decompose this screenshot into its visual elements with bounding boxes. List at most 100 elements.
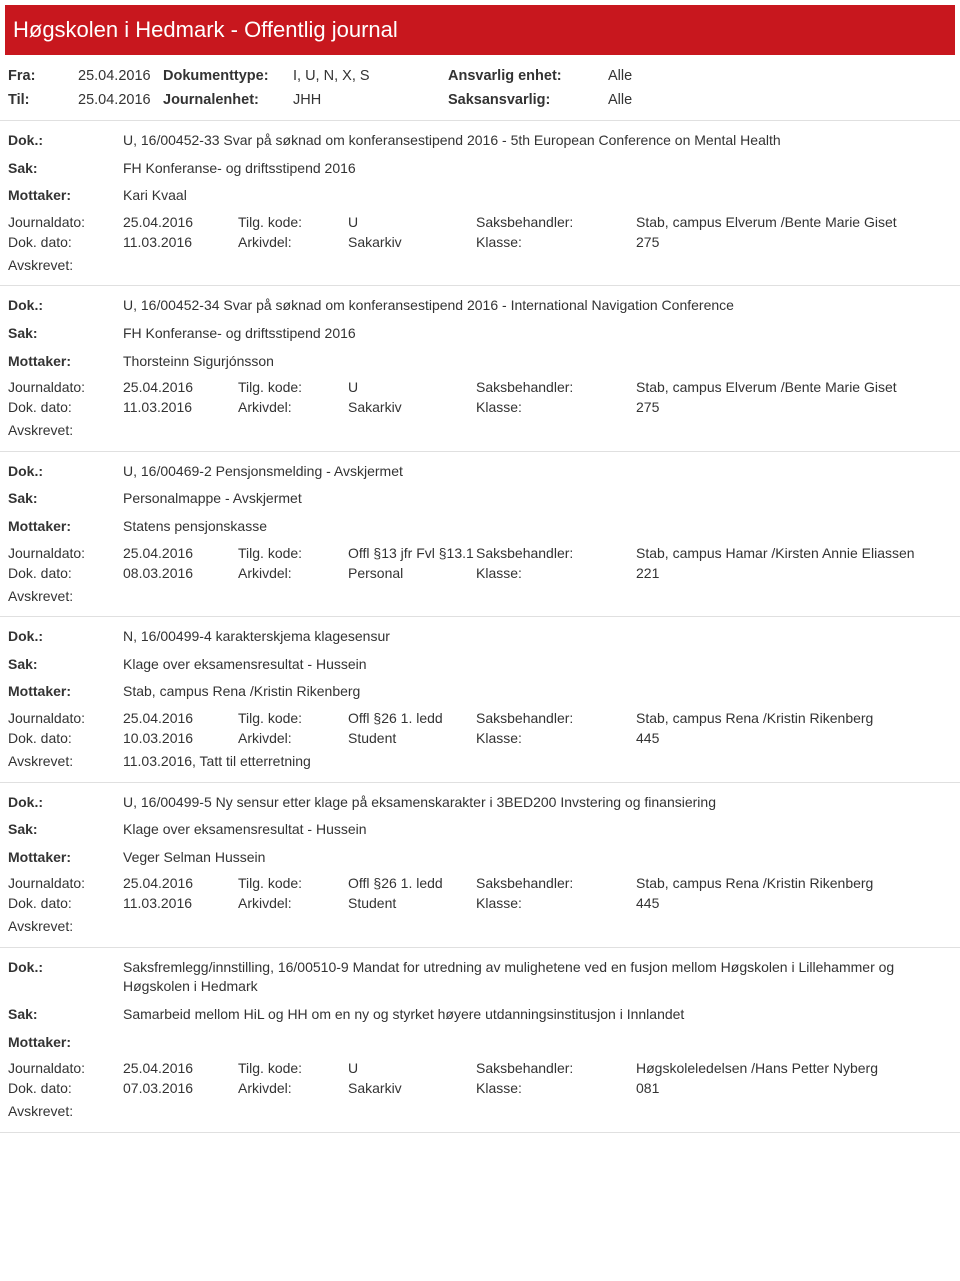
avskrevet-label: Avskrevet: bbox=[8, 421, 123, 441]
journaldato-label: Journaldato: bbox=[8, 875, 123, 891]
doktype-value: I, U, N, X, S bbox=[293, 68, 448, 84]
dokdato-value: 11.03.2016 bbox=[123, 895, 238, 911]
klasse-label: Klasse: bbox=[476, 730, 636, 746]
avskrevet-value: 11.03.2016, Tatt til etterretning bbox=[123, 752, 952, 772]
mottaker-label: Mottaker: bbox=[8, 186, 123, 206]
sak-label: Sak: bbox=[8, 324, 123, 344]
saksansvarlig-value: Alle bbox=[608, 92, 808, 108]
fra-value: 25.04.2016 bbox=[78, 68, 163, 84]
journal-entry: Dok.: U, 16/00452-34 Svar på søknad om k… bbox=[0, 286, 960, 451]
fra-label: Fra: bbox=[8, 68, 35, 84]
journaldato-value: 25.04.2016 bbox=[123, 710, 238, 726]
journaldato-label: Journaldato: bbox=[8, 545, 123, 561]
meta-bar: Fra: 25.04.2016 Dokumenttype: I, U, N, X… bbox=[0, 60, 960, 121]
klasse-value: 445 bbox=[636, 730, 952, 746]
sak-value: Personalmappe - Avskjermet bbox=[123, 489, 952, 509]
saksbehandler-label: Saksbehandler: bbox=[476, 1060, 636, 1076]
dokdato-label: Dok. dato: bbox=[8, 730, 123, 746]
mottaker-label: Mottaker: bbox=[8, 682, 123, 702]
arkivdel-value: Sakarkiv bbox=[348, 234, 476, 250]
avskrevet-label: Avskrevet: bbox=[8, 587, 123, 607]
journaldato-label: Journaldato: bbox=[8, 214, 123, 230]
journal-title: Høgskolen i Hedmark - Offentlig journal bbox=[13, 17, 398, 42]
mottaker-value: Statens pensjonskasse bbox=[123, 517, 952, 537]
dok-value: U, 16/00469-2 Pensjonsmelding - Avskjerm… bbox=[123, 462, 952, 482]
til-label: Til: bbox=[8, 92, 29, 108]
avskrevet-value bbox=[123, 256, 952, 276]
journalenhet-value: JHH bbox=[293, 92, 448, 108]
dokdato-label: Dok. dato: bbox=[8, 234, 123, 250]
journaldato-value: 25.04.2016 bbox=[123, 379, 238, 395]
sak-value: FH Konferanse- og driftsstipend 2016 bbox=[123, 324, 952, 344]
journalenhet-label: Journalenhet: bbox=[163, 92, 293, 108]
journal-entry: Dok.: U, 16/00499-5 Ny sensur etter klag… bbox=[0, 783, 960, 948]
dokdato-label: Dok. dato: bbox=[8, 565, 123, 581]
saksbehandler-value: Stab, campus Rena /Kristin Rikenberg bbox=[636, 875, 952, 891]
mottaker-label: Mottaker: bbox=[8, 1033, 123, 1053]
sak-label: Sak: bbox=[8, 1005, 123, 1025]
arkivdel-value: Student bbox=[348, 730, 476, 746]
journal-entry: Dok.: U, 16/00452-33 Svar på søknad om k… bbox=[0, 121, 960, 286]
sak-label: Sak: bbox=[8, 820, 123, 840]
dok-label: Dok.: bbox=[8, 296, 123, 316]
arkivdel-value: Sakarkiv bbox=[348, 399, 476, 415]
sak-value: Samarbeid mellom HiL og HH om en ny og s… bbox=[123, 1005, 952, 1025]
arkivdel-label: Arkivdel: bbox=[238, 399, 348, 415]
mottaker-label: Mottaker: bbox=[8, 352, 123, 372]
dokdato-value: 10.03.2016 bbox=[123, 730, 238, 746]
avskrevet-value bbox=[123, 421, 952, 441]
mottaker-value: Thorsteinn Sigurjónsson bbox=[123, 352, 952, 372]
journaldato-label: Journaldato: bbox=[8, 379, 123, 395]
tilgkode-value: U bbox=[348, 214, 476, 230]
sak-value: FH Konferanse- og driftsstipend 2016 bbox=[123, 159, 952, 179]
dokdato-label: Dok. dato: bbox=[8, 399, 123, 415]
journaldato-value: 25.04.2016 bbox=[123, 875, 238, 891]
avskrevet-value bbox=[123, 1102, 952, 1122]
mottaker-label: Mottaker: bbox=[8, 517, 123, 537]
avskrevet-value bbox=[123, 917, 952, 937]
tilgkode-label: Tilg. kode: bbox=[238, 1060, 348, 1076]
tilgkode-value: U bbox=[348, 1060, 476, 1076]
dok-label: Dok.: bbox=[8, 627, 123, 647]
dokdato-label: Dok. dato: bbox=[8, 1080, 123, 1096]
tilgkode-label: Tilg. kode: bbox=[238, 875, 348, 891]
saksbehandler-label: Saksbehandler: bbox=[476, 214, 636, 230]
sak-label: Sak: bbox=[8, 655, 123, 675]
klasse-value: 081 bbox=[636, 1080, 952, 1096]
journal-entry: Dok.: N, 16/00499-4 karakterskjema klage… bbox=[0, 617, 960, 782]
dok-value: U, 16/00452-33 Svar på søknad om konfera… bbox=[123, 131, 952, 151]
saksbehandler-value: Høgskoleledelsen /Hans Petter Nyberg bbox=[636, 1060, 952, 1076]
saksansvarlig-label: Saksansvarlig: bbox=[448, 92, 608, 108]
til-value: 25.04.2016 bbox=[78, 92, 163, 108]
klasse-value: 275 bbox=[636, 399, 952, 415]
arkivdel-label: Arkivdel: bbox=[238, 1080, 348, 1096]
avskrevet-label: Avskrevet: bbox=[8, 752, 123, 772]
dok-label: Dok.: bbox=[8, 462, 123, 482]
mottaker-label: Mottaker: bbox=[8, 848, 123, 868]
tilgkode-value: Offl §26 1. ledd bbox=[348, 710, 476, 726]
avskrevet-label: Avskrevet: bbox=[8, 1102, 123, 1122]
saksbehandler-label: Saksbehandler: bbox=[476, 875, 636, 891]
journaldato-value: 25.04.2016 bbox=[123, 545, 238, 561]
ansvarlig-label: Ansvarlig enhet: bbox=[448, 68, 608, 84]
tilgkode-label: Tilg. kode: bbox=[238, 710, 348, 726]
sak-label: Sak: bbox=[8, 159, 123, 179]
arkivdel-label: Arkivdel: bbox=[238, 895, 348, 911]
dok-value: N, 16/00499-4 karakterskjema klagesensur bbox=[123, 627, 952, 647]
arkivdel-label: Arkivdel: bbox=[238, 234, 348, 250]
sak-value: Klage over eksamensresultat - Hussein bbox=[123, 655, 952, 675]
arkivdel-value: Student bbox=[348, 895, 476, 911]
saksbehandler-value: Stab, campus Elverum /Bente Marie Giset bbox=[636, 379, 952, 395]
saksbehandler-label: Saksbehandler: bbox=[476, 379, 636, 395]
journaldato-label: Journaldato: bbox=[8, 1060, 123, 1076]
saksbehandler-label: Saksbehandler: bbox=[476, 545, 636, 561]
klasse-label: Klasse: bbox=[476, 234, 636, 250]
saksbehandler-value: Stab, campus Elverum /Bente Marie Giset bbox=[636, 214, 952, 230]
dok-label: Dok.: bbox=[8, 793, 123, 813]
avskrevet-label: Avskrevet: bbox=[8, 917, 123, 937]
journaldato-label: Journaldato: bbox=[8, 710, 123, 726]
mottaker-value: Veger Selman Hussein bbox=[123, 848, 952, 868]
klasse-value: 221 bbox=[636, 565, 952, 581]
dokdato-value: 08.03.2016 bbox=[123, 565, 238, 581]
dokdato-value: 11.03.2016 bbox=[123, 399, 238, 415]
